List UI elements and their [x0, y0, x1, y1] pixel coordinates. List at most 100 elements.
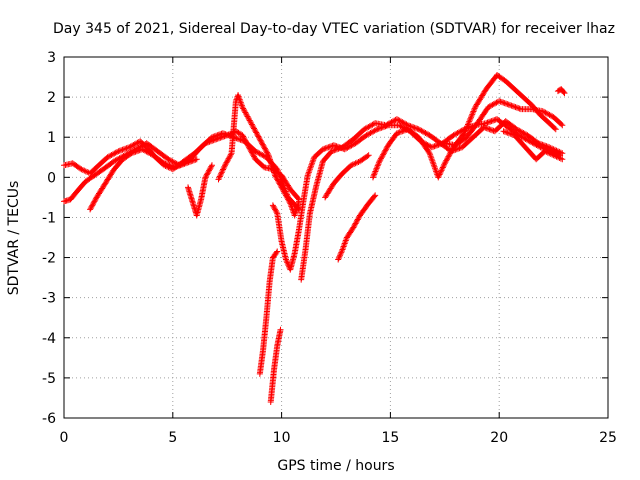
data-point [547, 150, 554, 157]
data-point [208, 134, 215, 141]
data-point [263, 148, 270, 155]
data-point [274, 248, 281, 255]
data-point [465, 120, 472, 127]
data-point [559, 156, 566, 163]
data-point [159, 159, 166, 166]
data-point [278, 184, 285, 191]
data-point [208, 162, 215, 169]
data-point [446, 152, 453, 159]
data-point [330, 147, 337, 154]
data-point [180, 161, 187, 168]
data-point [383, 144, 390, 151]
data-point [82, 168, 89, 175]
data-point [192, 156, 199, 163]
data-point [374, 126, 381, 133]
data-point [249, 122, 256, 129]
data-point [380, 151, 387, 158]
data-point [350, 224, 357, 231]
data-point [484, 119, 491, 126]
data-point [262, 146, 269, 153]
data-point [280, 187, 287, 194]
data-point [400, 127, 407, 134]
data-point [437, 168, 444, 175]
data-point [554, 154, 561, 161]
data-point [403, 121, 410, 128]
data-point [253, 130, 260, 137]
data-point [277, 181, 284, 188]
series-track-15 [554, 86, 568, 97]
data-point [462, 127, 469, 134]
data-point [337, 252, 344, 259]
data-point [441, 161, 448, 168]
data-point [336, 253, 343, 260]
data-point [203, 171, 210, 178]
data-point [328, 148, 335, 155]
data-point [381, 148, 388, 155]
data-point [372, 192, 379, 199]
data-point [375, 159, 382, 166]
data-point [468, 114, 475, 121]
data-point [559, 150, 566, 157]
series-track-11 [335, 192, 379, 263]
data-point [364, 153, 371, 160]
data-point [496, 98, 503, 105]
data-point [225, 132, 232, 139]
series-track-5 [215, 92, 303, 219]
data-point [279, 185, 286, 192]
data-point [330, 142, 337, 149]
data-point [396, 129, 403, 136]
data-point [550, 146, 557, 153]
data-point [550, 152, 557, 159]
x-axis: 0 5 10 15 20 25 [60, 57, 617, 446]
data-point [549, 145, 556, 152]
data-point [338, 247, 345, 254]
data-point [435, 174, 442, 181]
data-point [556, 148, 563, 155]
data-point [220, 166, 227, 173]
data-point [544, 143, 551, 150]
data-point [161, 160, 168, 167]
data-point [129, 149, 136, 156]
data-point [411, 124, 418, 131]
data-point [441, 160, 448, 167]
data-point [501, 128, 508, 135]
data-point [480, 124, 487, 131]
data-point [440, 163, 447, 170]
data-point [251, 125, 258, 132]
data-point [176, 162, 183, 169]
data-point [219, 130, 226, 137]
data-point [431, 143, 438, 150]
data-point [378, 154, 385, 161]
data-point [227, 151, 234, 158]
data-point [353, 219, 360, 226]
data-point [284, 259, 291, 266]
data-point [544, 149, 551, 156]
data-point [497, 98, 504, 105]
data-point [408, 123, 415, 130]
data-point [377, 156, 384, 163]
data-point [325, 144, 332, 151]
data-point [351, 221, 358, 228]
data-point [273, 175, 280, 182]
data-point [561, 90, 568, 97]
data-point [257, 137, 264, 144]
data-point [546, 144, 553, 151]
data-point [468, 112, 475, 119]
data-point [443, 156, 450, 163]
data-point [449, 146, 456, 153]
data-point [376, 158, 383, 165]
data-point [372, 126, 379, 133]
data-point [469, 109, 476, 116]
data-point [463, 125, 470, 132]
data-point [498, 99, 505, 106]
data-point [505, 101, 512, 108]
data-point [249, 150, 256, 157]
series-track-4 [185, 162, 215, 219]
data-point [223, 131, 230, 138]
data-point [504, 129, 511, 136]
data-point [241, 108, 248, 115]
data-point [256, 134, 263, 141]
series-track-10 [322, 152, 372, 201]
data-point [436, 171, 443, 178]
data-point [380, 150, 387, 157]
